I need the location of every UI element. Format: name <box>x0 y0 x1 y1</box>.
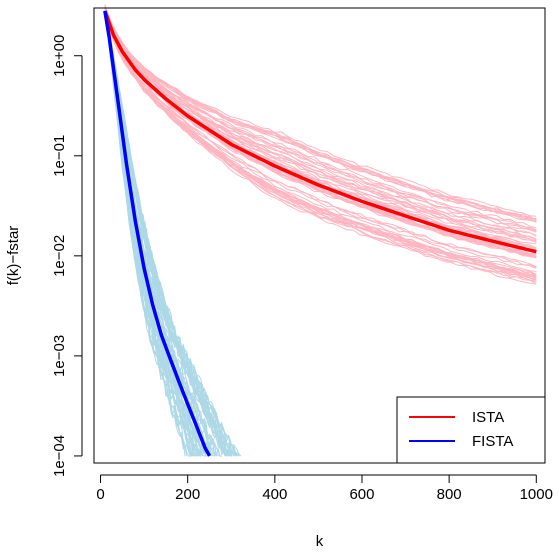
y-tick-label: 1e−04 <box>51 435 68 477</box>
x-tick-label: 400 <box>262 486 287 503</box>
x-tick-label: 0 <box>96 486 104 503</box>
series-line-ista <box>103 10 537 254</box>
ista-trajectory <box>104 6 537 233</box>
ista-trajectory <box>104 14 537 269</box>
background-trajectories <box>104 4 537 458</box>
x-tick-label: 800 <box>437 486 462 503</box>
y-tick-label: 1e−03 <box>51 335 68 377</box>
legend-label-ista: ISTA <box>472 409 504 426</box>
fista-trajectory <box>104 9 198 457</box>
fista-trajectory <box>104 10 240 457</box>
ista-trajectory <box>104 7 537 231</box>
ista-trajectory <box>104 6 537 233</box>
fista-trajectory <box>104 10 193 457</box>
ista-trajectory <box>104 8 537 232</box>
x-tick-label: 200 <box>175 486 200 503</box>
ista-trajectory <box>104 8 537 229</box>
ista-trajectory <box>104 7 537 241</box>
legend: ISTA FISTA <box>396 396 546 464</box>
ista-trajectory <box>104 14 537 268</box>
ista-trajectory <box>104 10 537 250</box>
ista-trajectory <box>104 10 537 257</box>
x-tick-label: 1000 <box>520 486 553 503</box>
fista-trajectory <box>104 10 228 457</box>
ista-trajectory <box>104 9 537 243</box>
y-tick-label: 1e−01 <box>51 135 68 177</box>
ista-trajectory <box>104 9 537 237</box>
fista-trajectory <box>104 12 221 457</box>
ista-trajectory <box>104 4 537 217</box>
ista-trajectory <box>104 11 537 258</box>
x-axis: 0 200 400 600 800 1000 <box>96 474 553 503</box>
ista-trajectory <box>104 15 537 285</box>
ista-trajectory <box>104 5 537 222</box>
ista-trajectory <box>104 12 537 257</box>
legend-box <box>396 396 546 464</box>
ista-trajectory <box>104 15 537 285</box>
ista-trajectory <box>104 9 537 240</box>
ista-trajectory <box>104 12 537 252</box>
ista-trajectory <box>104 14 537 283</box>
fista-trajectory <box>104 9 217 457</box>
ista-trajectory <box>104 7 537 236</box>
y-axis-title: f(k)−fstar <box>5 226 22 286</box>
ista-trajectory <box>104 12 537 272</box>
y-tick-label: 1e−02 <box>51 235 68 277</box>
series-lines <box>103 10 537 457</box>
ista-trajectory <box>104 9 537 243</box>
x-axis-title: k <box>316 533 324 550</box>
series-line-fista <box>103 10 212 457</box>
x-tick-label: 600 <box>349 486 374 503</box>
ista-trajectory <box>104 14 537 279</box>
y-axis: 1e−04 1e−03 1e−02 1e−01 1e+00 <box>51 35 83 477</box>
fista-trajectory <box>104 11 217 457</box>
ista-trajectory <box>104 9 537 249</box>
y-tick-label: 1e+00 <box>51 35 68 77</box>
ista-trajectory <box>104 13 537 278</box>
ista-trajectory <box>104 12 537 257</box>
legend-label-fista: FISTA <box>472 433 513 450</box>
plot-frame <box>93 7 546 464</box>
ista-trajectory <box>104 10 537 240</box>
